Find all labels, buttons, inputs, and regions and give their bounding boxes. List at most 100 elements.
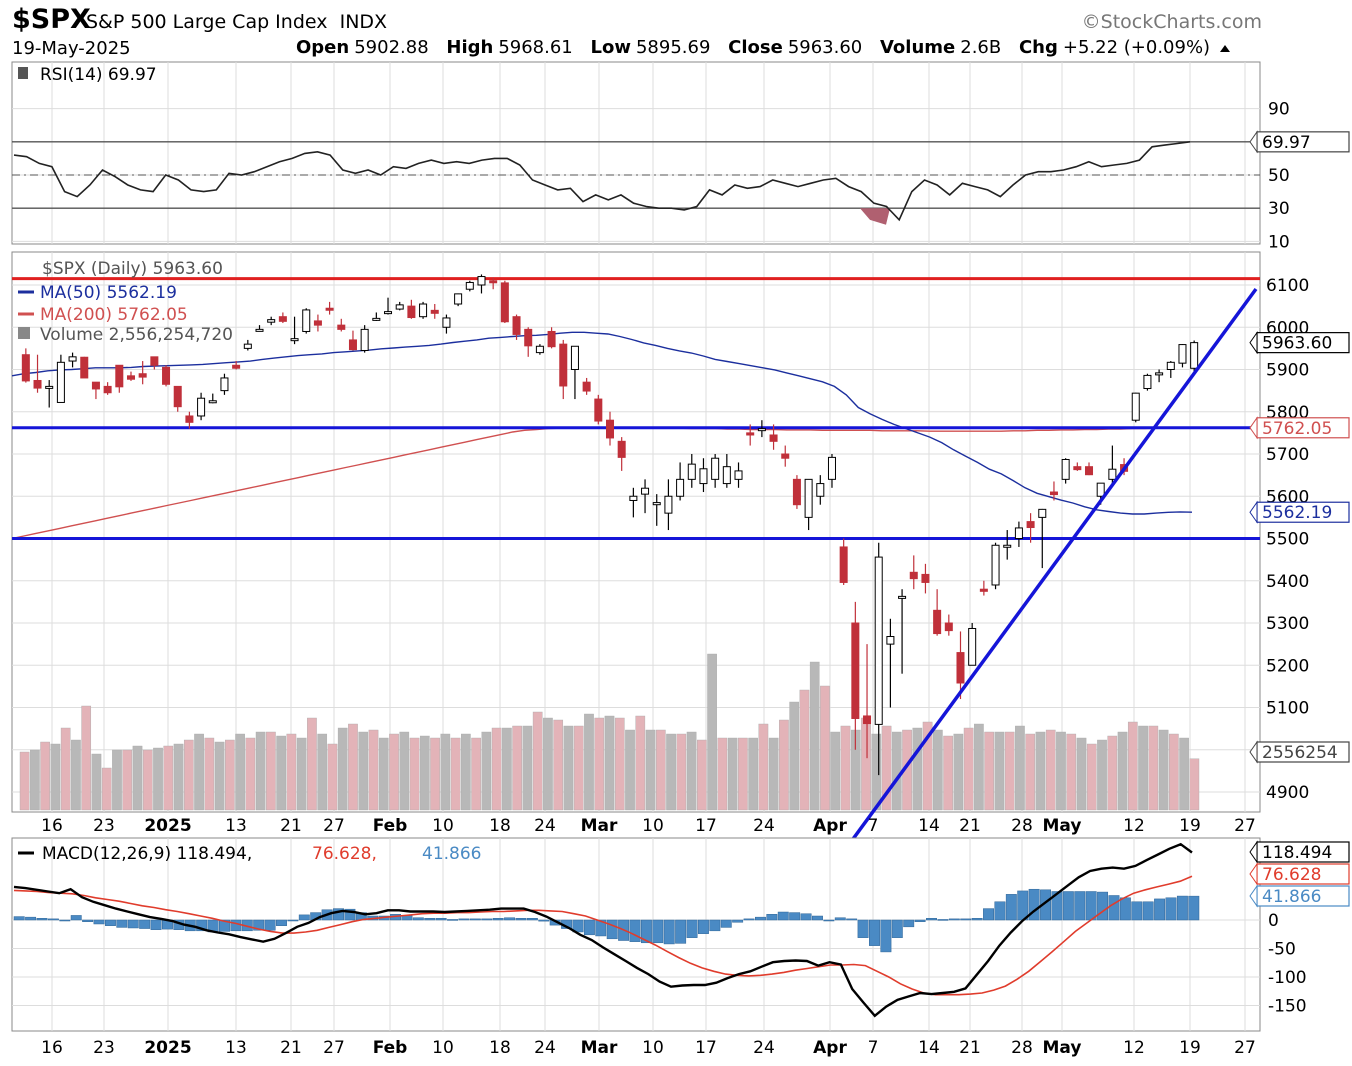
volume-bar [1045, 729, 1056, 811]
volume-bar [830, 731, 841, 811]
macd-histogram-bar [264, 919, 276, 931]
macd-x-tick-label: 10 [642, 1038, 664, 1058]
candle-body [243, 343, 252, 349]
volume-bar [512, 725, 522, 811]
volume-bar [440, 733, 451, 811]
volume-bar [1117, 731, 1128, 811]
candle-body [337, 324, 346, 330]
triangle-up-icon [1219, 45, 1230, 52]
macd-hist-legend: 41.866 [422, 844, 481, 864]
volume-bar [1169, 733, 1179, 811]
candle-body [886, 636, 895, 645]
macd-histogram-bar [595, 919, 607, 937]
volume-value-tag-pointer [1249, 740, 1258, 764]
price-legend-symbol: $SPX (Daily) 5963.60 [42, 259, 223, 279]
price-x-tick-label: 24 [753, 816, 775, 836]
rsi-line [13, 141, 1191, 222]
candle-body [91, 381, 100, 390]
macd-histogram-bar [515, 918, 527, 921]
candle-body [1096, 482, 1105, 497]
price-y-tick-label: 5900 [1266, 361, 1309, 381]
volume-bar [1179, 737, 1189, 811]
candle-body [909, 571, 918, 580]
volume-bar [655, 729, 666, 811]
macd-y-tick-label: -100 [1268, 968, 1307, 988]
volume-bar [389, 733, 399, 811]
macd-histogram-bar [1062, 891, 1074, 921]
candle-body [769, 434, 778, 442]
volume-bar [573, 725, 584, 811]
rsi-legend: RSI(14) 69.97 [40, 65, 157, 85]
ma50-line [11, 331, 1193, 515]
macd-histogram-bar [777, 911, 789, 921]
macd-histogram-bar [196, 919, 208, 932]
volume-bar [1015, 725, 1025, 811]
candle-body [56, 361, 65, 403]
candle-body [851, 622, 860, 719]
macd-x-tick-label: 24 [534, 1038, 556, 1058]
macd-histogram-bar [732, 919, 744, 923]
candle-body [80, 356, 89, 379]
volume-bar [1127, 721, 1138, 811]
macd-histogram-bar [276, 919, 287, 926]
volume-bar [686, 731, 697, 811]
volume-bar [532, 711, 543, 811]
volume-bar [40, 741, 50, 811]
macd-histogram-bar [298, 914, 310, 921]
macd-histogram-bar [344, 908, 356, 921]
volume-bar [594, 717, 605, 811]
volume-bar [225, 739, 235, 811]
macd-x-tick-label: Apr [813, 1038, 847, 1058]
candle-body [1085, 466, 1094, 476]
volume-bar [1097, 739, 1107, 811]
price-x-tick-label: 21 [280, 816, 302, 836]
candle-body [734, 470, 743, 480]
candle-body [757, 428, 766, 432]
macd-x-tick-label: 2025 [144, 1038, 191, 1058]
stockcharts-brand-logo[interactable]: ©StockCharts.com [1081, 11, 1262, 33]
macd-histogram-bar [926, 918, 937, 921]
quote-date: 19-May-2025 [12, 38, 131, 59]
macd-x-tick-label: 21 [280, 1038, 302, 1058]
volume-bar [91, 753, 102, 811]
candle-body [1061, 458, 1070, 480]
macd-x-tick-label: 27 [323, 1038, 345, 1058]
macd-histogram-bar [800, 913, 812, 921]
volume-bar [779, 719, 789, 811]
macd-histogram-bar [93, 919, 105, 925]
candle-body [1014, 527, 1023, 539]
candle-body [1003, 544, 1012, 548]
candle-body [1131, 392, 1140, 421]
candle-body [45, 385, 54, 389]
candle-body [489, 280, 498, 284]
volume-bar [502, 727, 512, 811]
candle-body [874, 556, 883, 725]
macd-histogram-bar [652, 919, 664, 944]
candle-body [629, 495, 638, 501]
volume-bar [953, 733, 964, 811]
volume-bar [1076, 737, 1087, 811]
macd-histogram-bar [914, 919, 926, 922]
change-value: +5.22 (+0.09%) [1062, 37, 1211, 58]
macd-histogram-bar [116, 919, 128, 928]
low-label: Low [590, 37, 631, 58]
candle-body [103, 385, 112, 394]
volume-bar [758, 723, 769, 811]
price-y-tick-label: 5100 [1266, 699, 1309, 719]
price-x-tick-label: 27 [323, 816, 345, 836]
candle-body [1073, 466, 1082, 471]
volume-bar [81, 705, 92, 811]
macd-histogram-bar [287, 919, 299, 922]
volume-label: Volume [879, 37, 956, 58]
macd-x-tick-label: 16 [41, 1038, 63, 1058]
volume-bar [461, 733, 471, 811]
macd-x-tick-label: 24 [753, 1038, 775, 1058]
macd-histogram-bar [1051, 891, 1063, 921]
candle-body [1038, 508, 1047, 518]
candle-body [547, 330, 556, 348]
candle-body [944, 622, 953, 632]
volume-bar [337, 727, 348, 811]
volume-bar [614, 717, 625, 811]
volume-value: 2.6B [960, 37, 1002, 58]
